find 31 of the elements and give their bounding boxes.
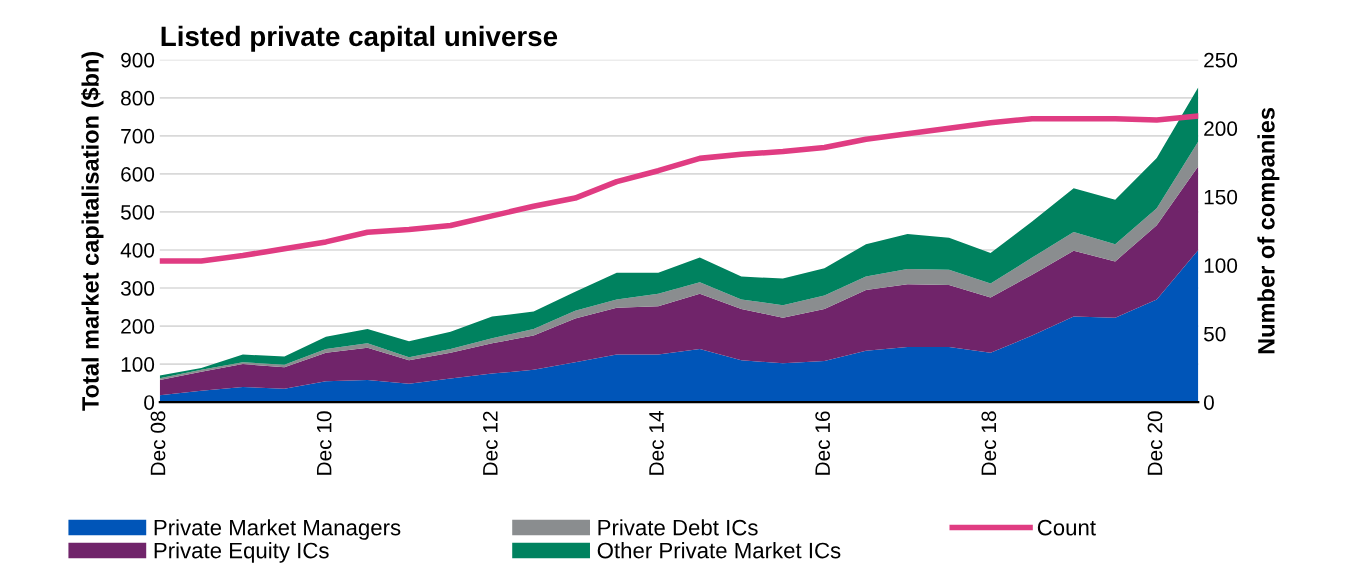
x-tick-label: Dec 14: [649, 411, 664, 475]
y2-tick-label: 200: [1204, 121, 1238, 137]
y-tick-label: 700: [121, 128, 155, 144]
y-tick-label: 200: [121, 319, 155, 334]
x-tick-label: Dec 18: [981, 411, 997, 475]
x-tick-label: Dec 08: [150, 411, 166, 475]
y-tick-label: 100: [121, 357, 155, 372]
x-tick-label: Dec 12: [482, 411, 498, 475]
y2-tick-label: 50: [1203, 326, 1226, 342]
x-tick-label: Dec 20: [1147, 411, 1163, 475]
y2-tick-label: 100: [1204, 258, 1238, 273]
y2-axis-title: Number of companies: [1257, 107, 1280, 354]
legend-label: Private Debt ICs: [598, 519, 758, 536]
y-tick-label: 400: [120, 242, 155, 258]
y2-tick-label: 150: [1204, 189, 1238, 205]
x-tick-label: Dec 10: [316, 411, 332, 475]
legend-label: Private Equity ICs: [154, 542, 329, 563]
y-tick-label: 900: [121, 52, 155, 68]
legend-label: Private Market Managers: [154, 519, 401, 540]
y-axis-title: Total market capitalisation ($bn): [81, 51, 104, 411]
chart-title: Listed private capital universe: [161, 25, 558, 52]
y2-tick-label: 250: [1204, 52, 1238, 68]
y2-tick-label: 0: [1203, 395, 1214, 410]
x-tick-label: Dec 16: [815, 411, 831, 475]
y-tick-label: 600: [121, 166, 155, 182]
y-tick-label: 800: [121, 90, 155, 106]
legend-label: Other Private Market ICs: [597, 542, 841, 559]
legend-label: Count: [1037, 519, 1096, 536]
y-tick-label: 500: [120, 204, 155, 220]
y-tick-label: 300: [120, 281, 155, 296]
y-tick-label: 0: [144, 395, 155, 410]
